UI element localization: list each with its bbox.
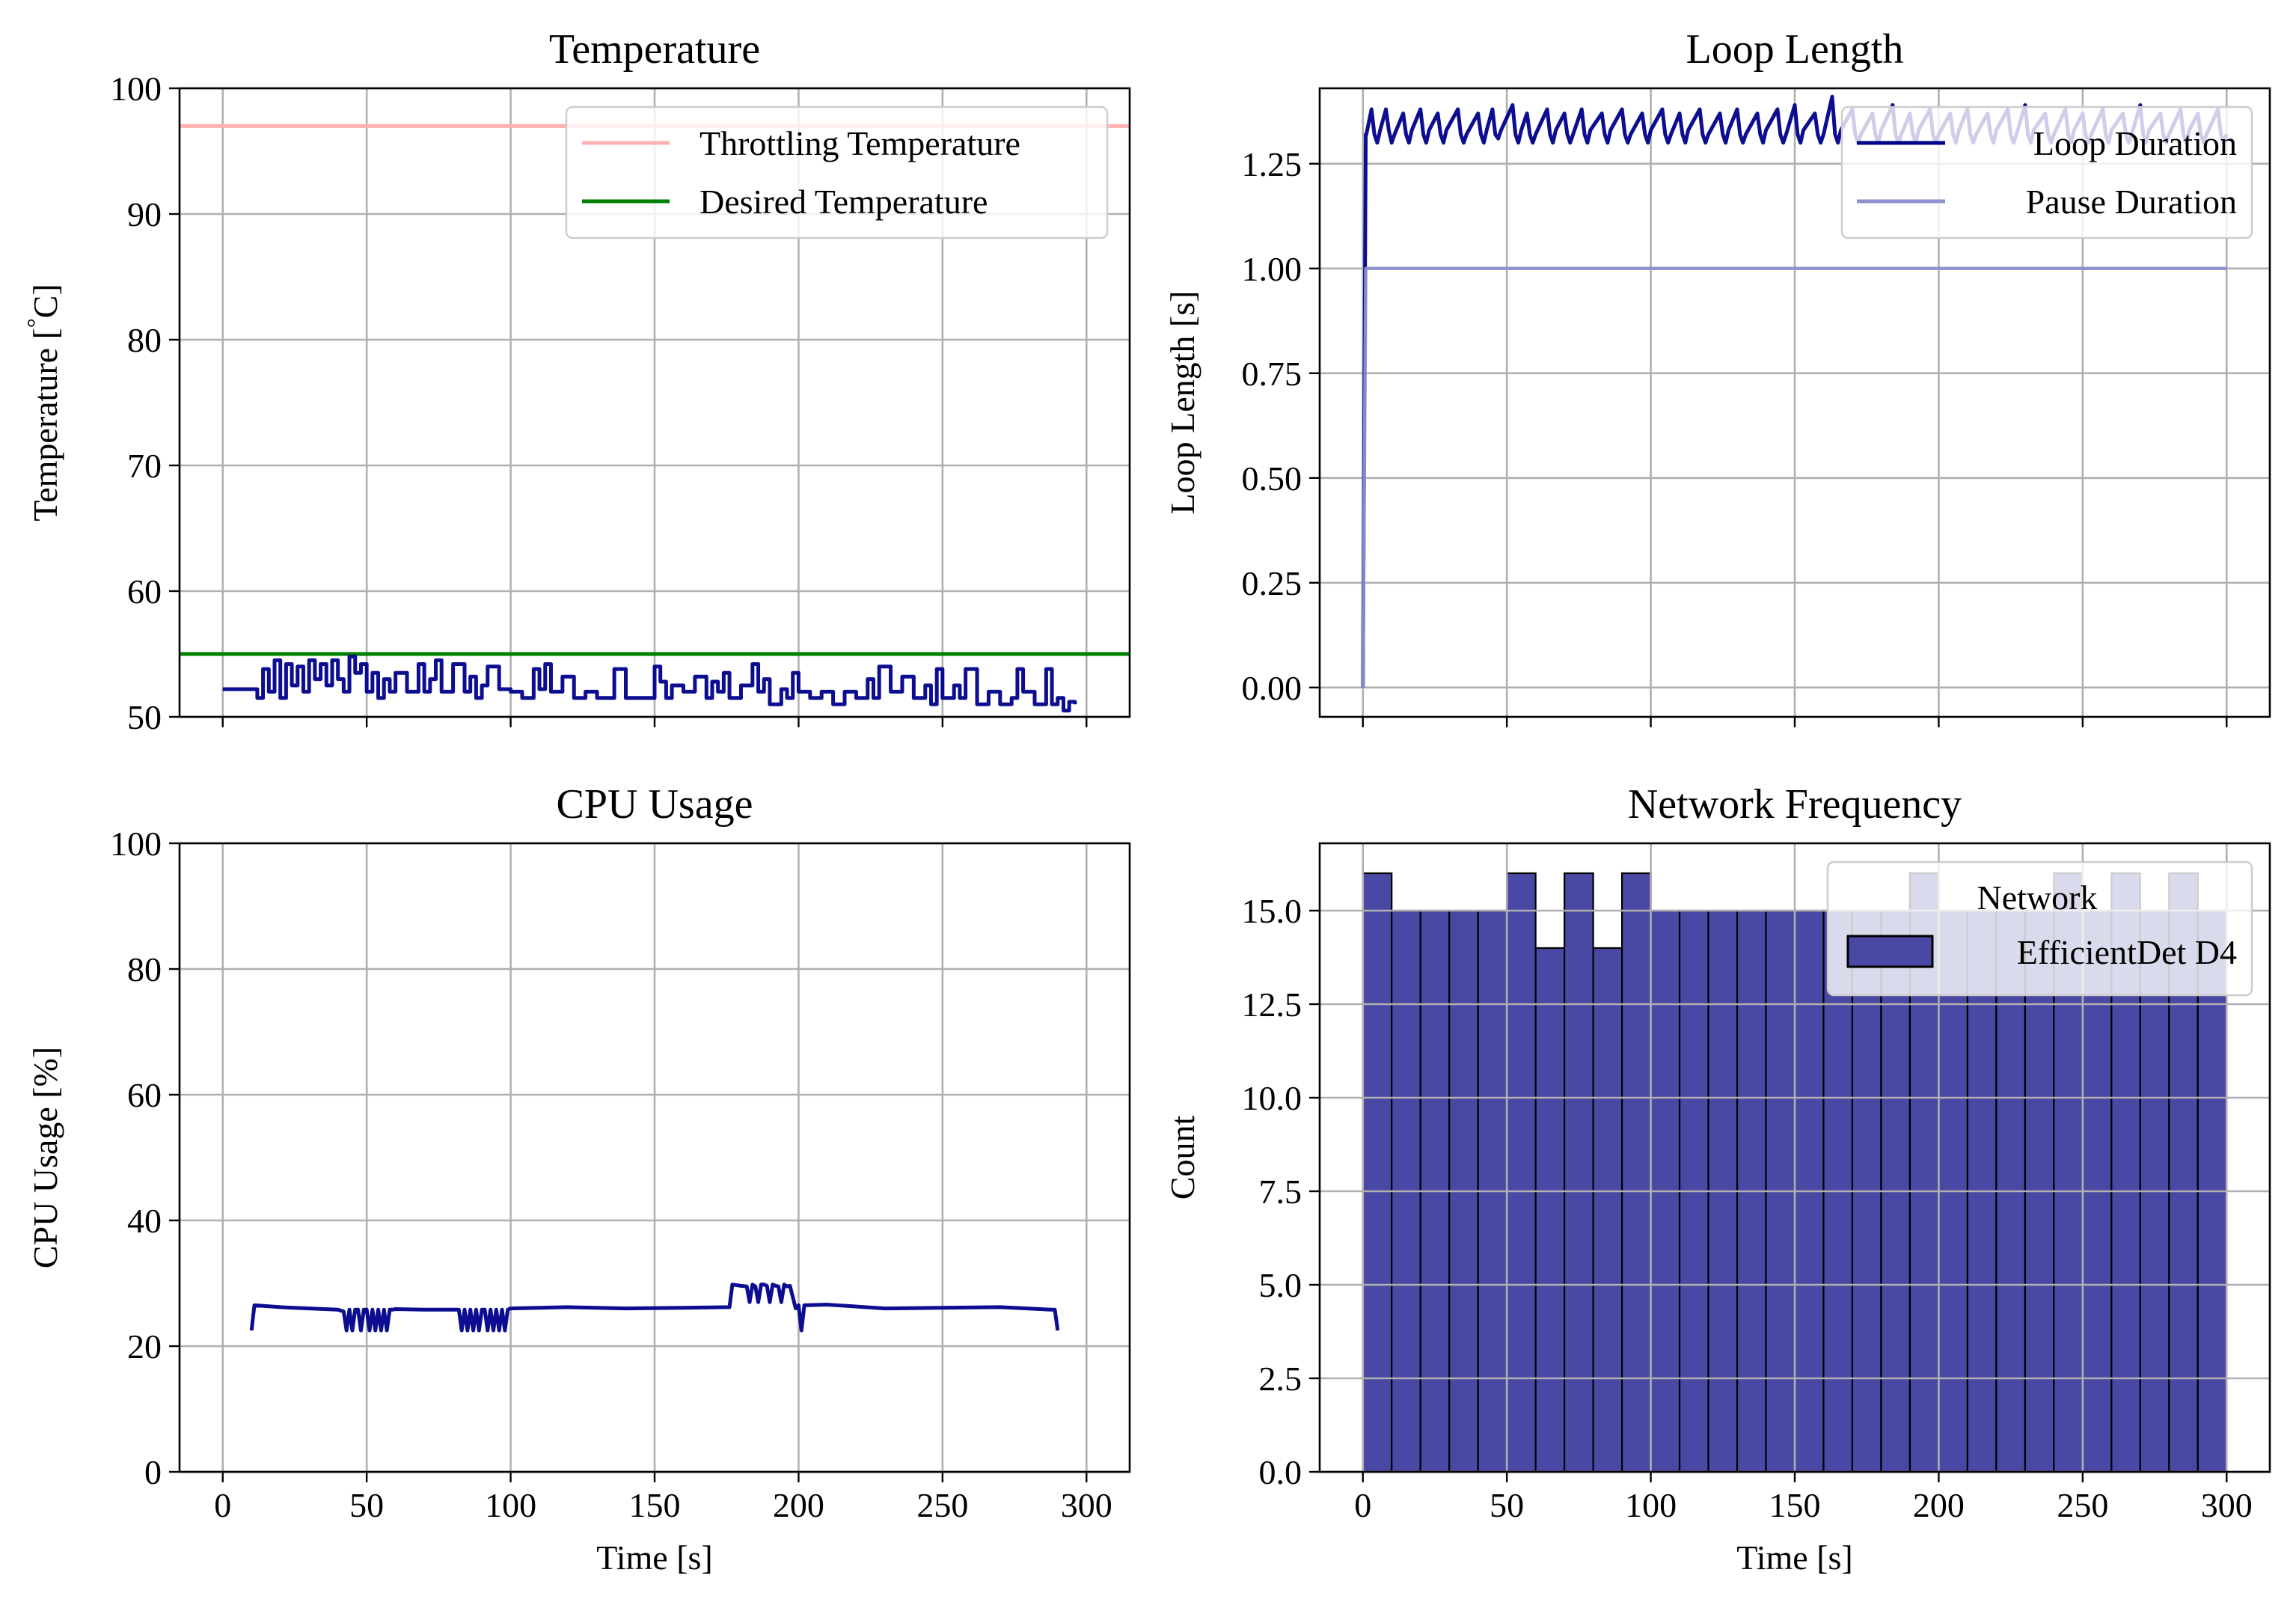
histogram-bar: [1534, 947, 1566, 1472]
y-tick-label: 0.00: [1242, 669, 1302, 707]
legend: Loop Duration Pause Duration: [1840, 106, 2253, 239]
y-tick-label: 40: [127, 1202, 162, 1240]
x-tick-label: 250: [2057, 1486, 2108, 1524]
ticks: 0 50 100 150 200 250 300 0.0 2.5 5.0 7.5 10.0 12.5 15…: [1242, 892, 2253, 1524]
y-tick-label: 7.5: [1259, 1173, 1302, 1211]
x-axis-label: Time [s]: [1736, 1538, 1853, 1577]
x-tick-label: 200: [1913, 1486, 1965, 1524]
y-axis-label: CPU Usage [%]: [26, 1047, 64, 1268]
legend-box: [565, 106, 1109, 239]
y-tick-label: 5.0: [1259, 1266, 1302, 1304]
panel-title: Temperature: [549, 26, 760, 73]
legend: Throttling Temperature Desired Temperatur…: [565, 106, 1109, 239]
y-axis-label-degree: °: [22, 318, 49, 328]
y-axis-label-part: Temperature [: [26, 328, 64, 522]
x-tick-label: 50: [1490, 1486, 1524, 1524]
legend-entry: Throttling Temperature: [699, 124, 1020, 162]
ticks: 0.00 0.25 0.50 0.75 1.00 1.25: [1242, 145, 2228, 727]
histogram-bar: [1506, 872, 1537, 1472]
histogram-bar: [1564, 872, 1594, 1472]
y-tick-label: 100: [110, 70, 162, 108]
y-axis-label: Count: [1163, 1116, 1201, 1200]
x-tick-label: 150: [1769, 1486, 1821, 1524]
y-tick-label: 1.25: [1242, 145, 1302, 183]
y-tick-label: 2.5: [1259, 1360, 1302, 1398]
series-line: [249, 1283, 1060, 1333]
y-axis-label-unit: C]: [26, 284, 64, 318]
y-tick-label: 0.0: [1259, 1453, 1302, 1491]
y-tick-label: 50: [127, 698, 162, 736]
x-axis-label: Time [s]: [596, 1538, 713, 1577]
legend: Network EfficientDet D4: [1826, 861, 2253, 997]
legend-box: [1826, 861, 2253, 997]
legend-entry: Loop Duration: [2033, 124, 2237, 162]
y-tick-label: 60: [127, 572, 162, 611]
x-tick-label: 100: [1625, 1486, 1677, 1524]
y-tick-label: 0.25: [1242, 564, 1302, 602]
legend-entry: Desired Temperature: [699, 183, 988, 221]
x-tick-label: 100: [485, 1486, 536, 1524]
y-tick-label: 90: [127, 195, 162, 233]
y-tick-label: 1.00: [1242, 250, 1302, 288]
loop_length-panel: 0.00 0.25 0.50 0.75 1.00 1.25 Loop Length Loop …: [1163, 26, 2271, 727]
series-line: [222, 654, 1077, 713]
ticks: 50 60 70 80 90 100: [110, 70, 1088, 736]
temperature-panel: 50 60 70 80 90 100 Temperature Temperature [°C]…: [22, 26, 1131, 736]
y-tick-label: 20: [127, 1327, 162, 1366]
network_frequency-panel: 0 50 100 150 200 250 300 0.0 2.5 5.0 7.5 10.0 12.5 15…: [1163, 781, 2271, 1577]
histogram-bar: [1620, 872, 1652, 1472]
y-tick-label: 15.0: [1242, 892, 1302, 930]
legend-entry: Pause Duration: [2026, 183, 2237, 221]
series-line: [1361, 266, 2227, 688]
x-tick-label: 50: [349, 1486, 384, 1524]
x-tick-label: 200: [773, 1486, 824, 1524]
histogram-bar: [1362, 872, 1393, 1472]
series: [249, 1283, 1060, 1333]
y-tick-label: 0.50: [1242, 459, 1302, 498]
grid: [180, 842, 1130, 1473]
y-tick-label: 12.5: [1242, 985, 1302, 1024]
y-tick-label: 0: [144, 1453, 162, 1491]
y-tick-label: 80: [127, 950, 162, 988]
y-tick-label: 0.75: [1242, 355, 1302, 393]
panel-title: CPU Usage: [557, 781, 753, 828]
panel-title: Loop Length: [1686, 26, 1904, 73]
x-tick-label: 150: [629, 1486, 681, 1524]
y-axis-label: Temperature [°C]: [22, 284, 64, 521]
x-tick-label: 0: [1354, 1486, 1371, 1524]
panel-title: Network Frequency: [1628, 781, 1962, 828]
y-tick-label: 80: [127, 321, 162, 359]
legend-swatch: [1846, 935, 1934, 968]
grid: [1320, 843, 2270, 1473]
y-tick-label: 60: [127, 1076, 162, 1114]
x-tick-label: 0: [214, 1486, 231, 1524]
x-tick-label: 300: [1061, 1486, 1112, 1524]
legend-entry: EfficientDet D4: [2017, 933, 2237, 971]
legend-title: Network: [1977, 878, 2098, 917]
x-tick-label: 250: [916, 1486, 968, 1524]
ticks: 0 50 100 150 200 250 300 0 20 40 60 80 100: [110, 825, 1112, 1524]
x-tick-label: 300: [2201, 1486, 2253, 1524]
histogram-bar: [1592, 947, 1623, 1472]
cpu_usage-panel: 0 50 100 150 200 250 300 0 20 40 60 80 100 CPU Usage T…: [26, 781, 1131, 1577]
legend-box: [1840, 106, 2253, 239]
y-tick-label: 10.0: [1242, 1079, 1302, 1117]
y-tick-label: 70: [127, 447, 162, 485]
y-tick-label: 100: [110, 825, 162, 863]
y-axis-label: Loop Length [s]: [1163, 291, 1201, 515]
